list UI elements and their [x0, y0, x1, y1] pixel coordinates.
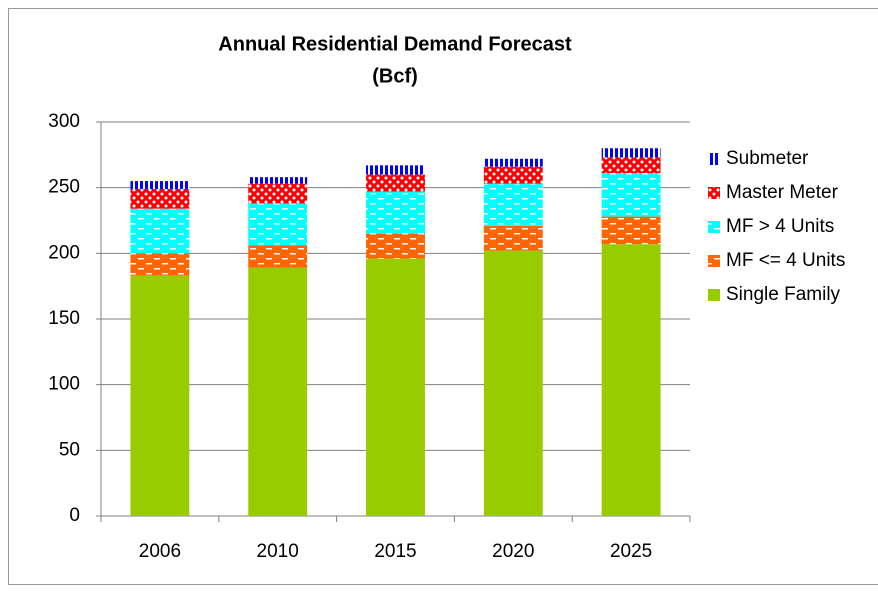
- legend-label: Submeter: [726, 148, 809, 169]
- bar-segment: [248, 245, 308, 268]
- y-tick-label: 0: [69, 505, 80, 526]
- legend-swatch: [708, 187, 720, 199]
- y-tick-label: 150: [48, 308, 80, 329]
- chart-title: Annual Residential Demand Forecast: [218, 33, 572, 55]
- y-tick-label: 50: [59, 439, 80, 460]
- bar-segment: [248, 203, 308, 246]
- bar-segment: [248, 177, 308, 184]
- bar-segment: [366, 165, 425, 175]
- bar-segment: [483, 166, 543, 184]
- legend-swatch: [708, 289, 720, 301]
- y-tick-label: 100: [48, 374, 80, 395]
- bar-segment: [248, 183, 308, 204]
- chart-subtitle: (Bcf): [372, 65, 418, 87]
- bar-segment: [366, 258, 425, 516]
- y-tick-label: 300: [48, 111, 80, 132]
- bar-segment: [130, 208, 190, 254]
- bar-segment: [483, 158, 543, 167]
- bar-segment: [366, 233, 425, 259]
- bar-segment: [130, 275, 190, 516]
- bar-segment: [248, 267, 308, 516]
- x-tick-label: 2020: [492, 541, 534, 562]
- bar-segment: [601, 216, 661, 245]
- bar-segment: [483, 225, 543, 251]
- x-tick-label: 2015: [374, 541, 416, 562]
- legend-swatch: [708, 153, 720, 165]
- bar-segment: [366, 174, 425, 192]
- x-tick-label: 2010: [257, 541, 299, 562]
- legend-label: Master Meter: [726, 182, 839, 203]
- bar-segment: [483, 183, 543, 226]
- bar-segment: [483, 250, 543, 516]
- y-tick-label: 250: [48, 177, 80, 198]
- bar-segment: [130, 181, 190, 189]
- y-tick-label: 200: [48, 242, 80, 263]
- bar-segment: [601, 157, 661, 174]
- legend-swatch: [708, 221, 720, 233]
- bar-segment: [366, 191, 425, 234]
- x-tick-label: 2006: [139, 541, 181, 562]
- legend-swatch: [708, 255, 720, 267]
- legend-label: MF > 4 Units: [726, 216, 834, 237]
- legend-label: Single Family: [726, 284, 841, 305]
- bar-segment: [601, 148, 661, 158]
- legend-label: MF <= 4 Units: [726, 250, 845, 271]
- bar-segment: [130, 188, 190, 209]
- x-tick-label: 2025: [610, 541, 652, 562]
- bar-segment: [601, 173, 661, 217]
- bar-segment: [601, 244, 661, 516]
- bar-segment: [130, 253, 190, 276]
